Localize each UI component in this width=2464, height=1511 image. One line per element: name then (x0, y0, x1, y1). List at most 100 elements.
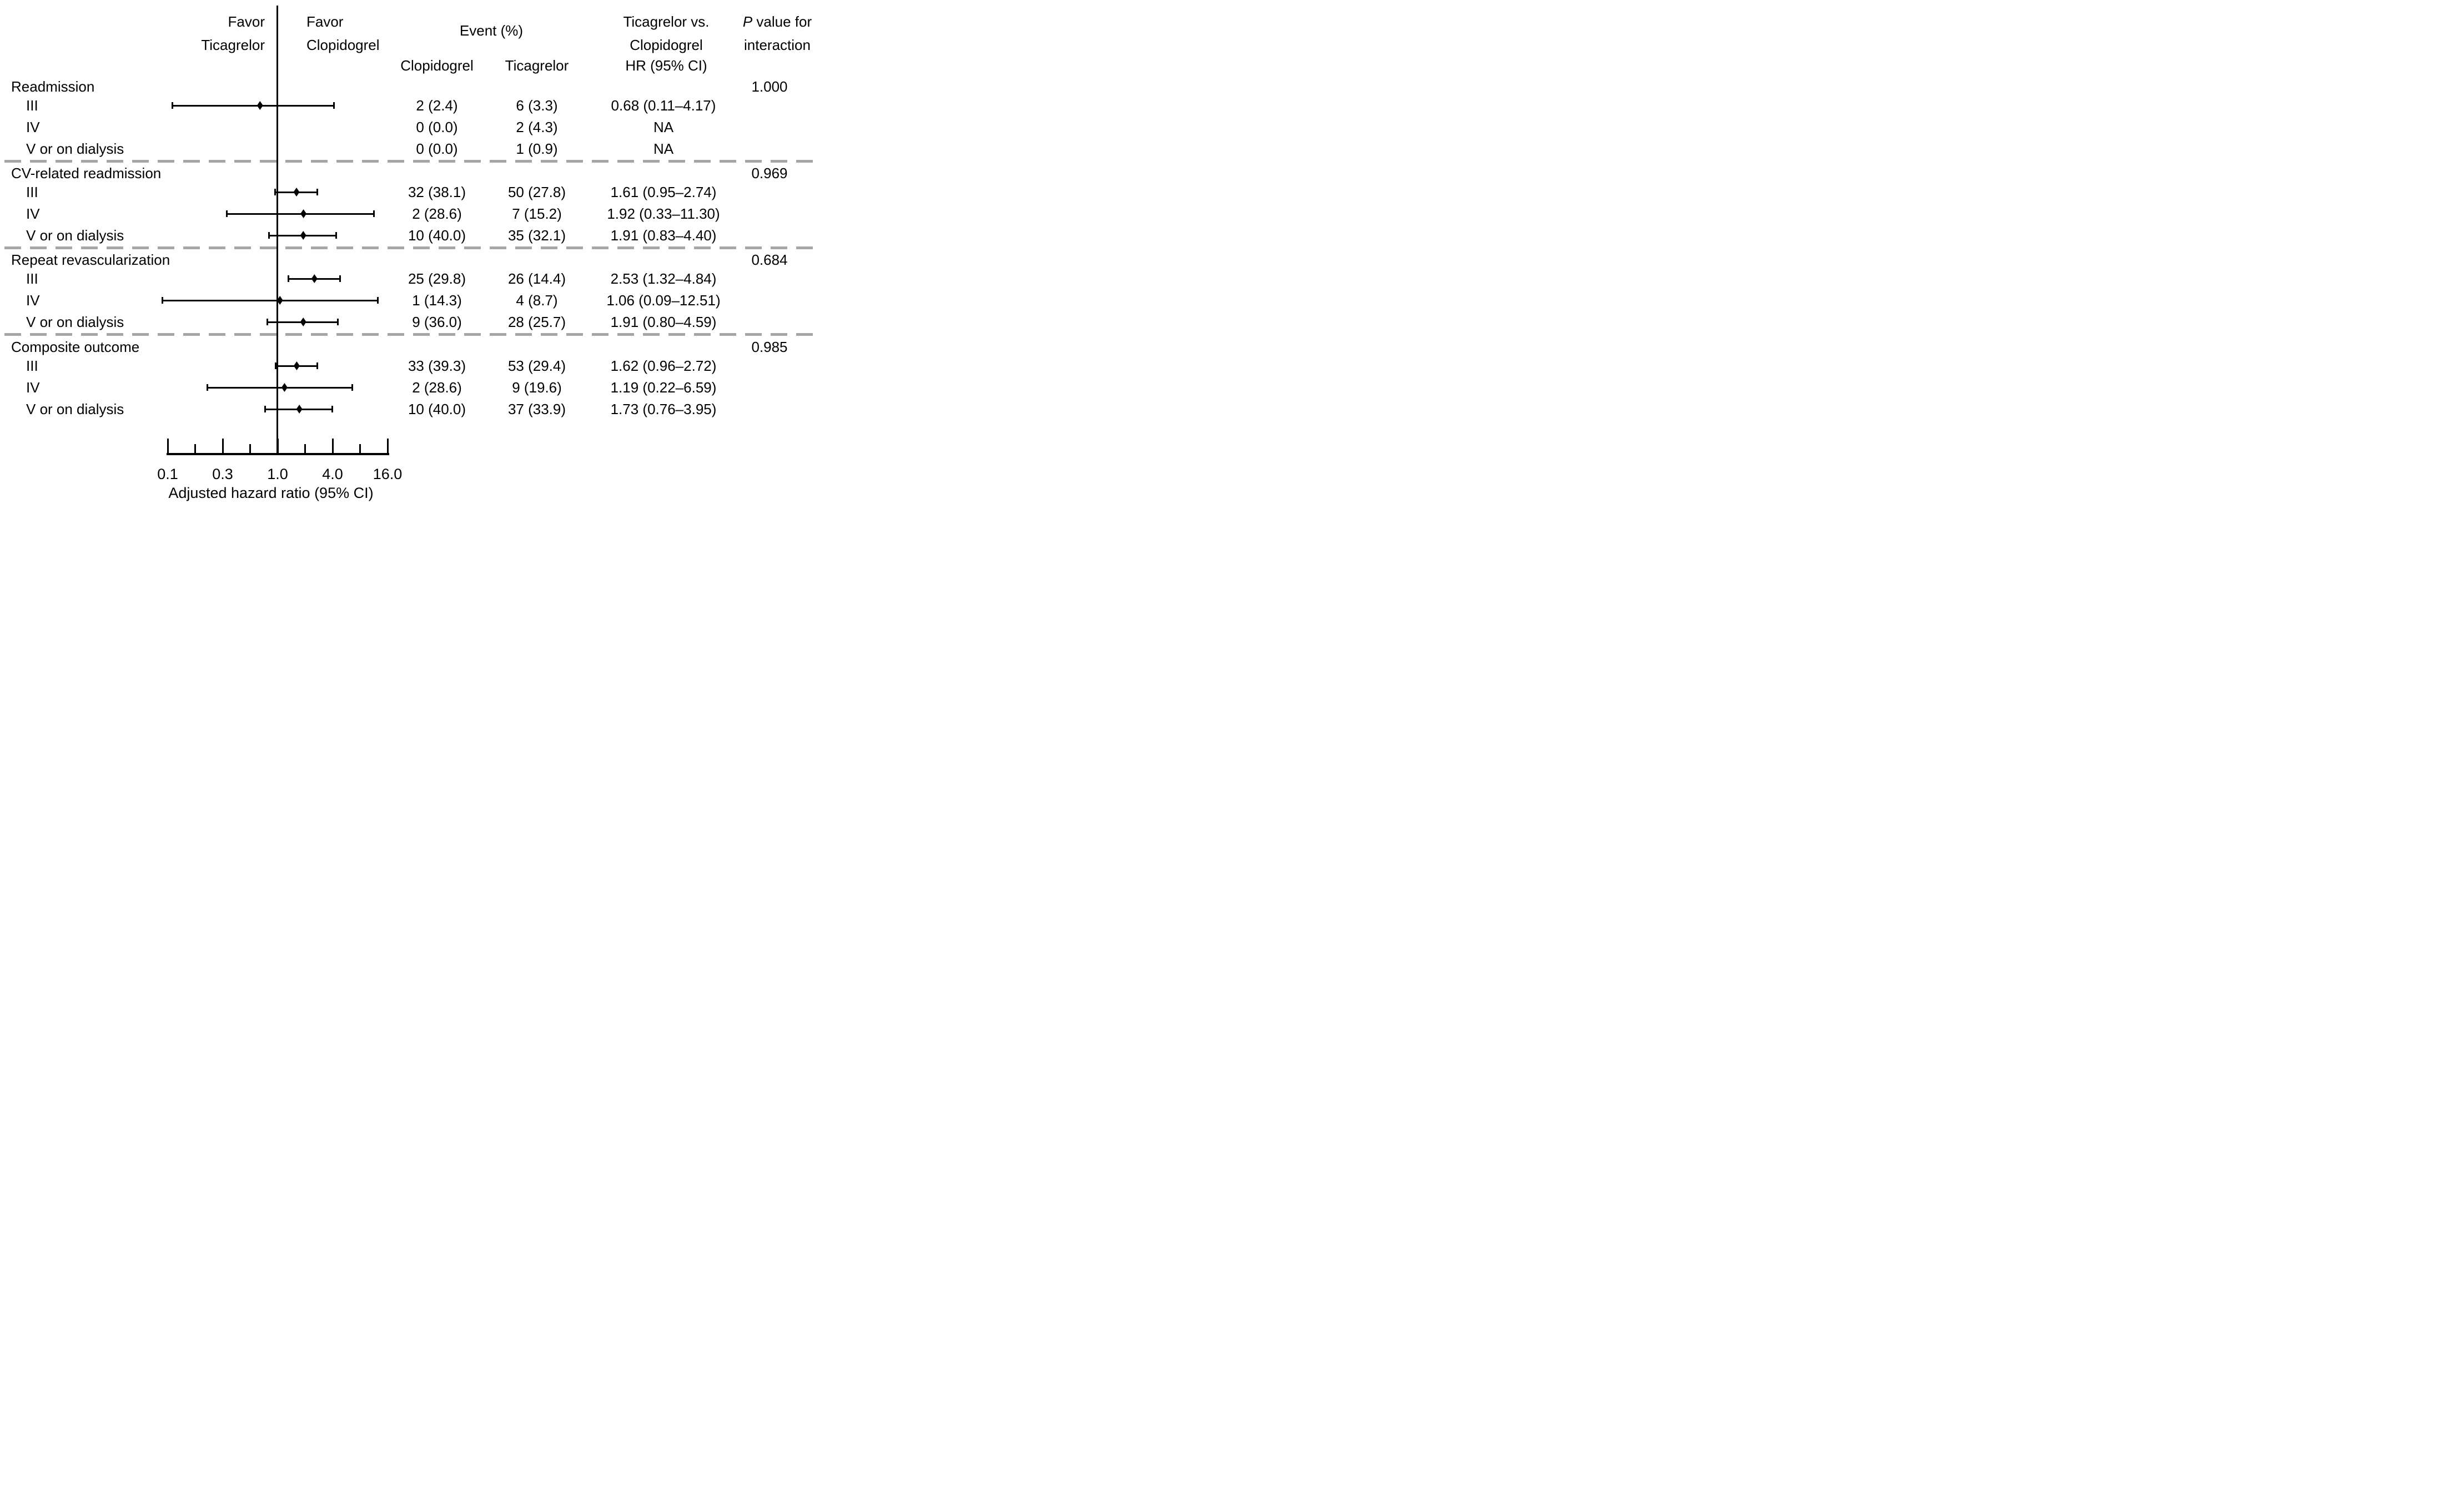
ci-cap-left (172, 102, 174, 109)
ci-cap-right (337, 319, 339, 325)
event-ticagrelor-value: 37 (33.9) (507, 401, 566, 417)
row-label: V or on dialysis (26, 140, 124, 157)
hr-ci-value: 1.06 (0.09–12.51) (606, 292, 721, 309)
p-interaction-header: P value for interaction (711, 10, 822, 57)
row-label: III (26, 184, 38, 200)
x-axis-tick-label: 0.3 (212, 466, 233, 482)
comparison-header: Ticagrelor vs. Clopidogrel (589, 10, 744, 57)
x-axis-minor-tick (359, 444, 361, 453)
event-ticagrelor-value: 4 (8.7) (516, 292, 558, 309)
event-col-clopidogrel-header: Clopidogrel (400, 57, 474, 74)
event-clopidogrel-value: 0 (0.0) (416, 119, 458, 135)
p-interaction-value: 1.000 (751, 78, 788, 95)
event-clopidogrel-value: 10 (40.0) (408, 227, 466, 244)
x-axis-major-tick (331, 439, 334, 453)
comparison-header-line1: Ticagrelor vs. (623, 13, 710, 30)
x-axis-line (167, 453, 389, 455)
event-clopidogrel-value: 10 (40.0) (408, 401, 466, 417)
x-axis-tick-label: 4.0 (322, 466, 343, 482)
ci-cap-right (351, 384, 354, 391)
group-label: Readmission (11, 78, 95, 95)
row-label: IV (26, 379, 40, 396)
separator-dashed-line (4, 246, 817, 249)
event-ticagrelor-value: 1 (0.9) (516, 140, 558, 157)
hr-diamond-marker (257, 101, 263, 110)
event-clopidogrel-value: 2 (28.6) (412, 379, 462, 396)
x-axis-major-tick (222, 439, 224, 453)
event-clopidogrel-value: 1 (14.3) (412, 292, 462, 309)
event-ticagrelor-value: 6 (3.3) (516, 97, 558, 114)
ci-cap-left (268, 232, 270, 239)
event-ticagrelor-value: 28 (25.7) (507, 314, 566, 330)
event-clopidogrel-value: 33 (39.3) (408, 357, 466, 374)
event-percent-header: Event (%) (459, 22, 524, 39)
hr-ci-subheader: HR (95% CI) (625, 57, 707, 74)
x-axis-major-tick (167, 439, 169, 453)
group-label: CV-related readmission (11, 165, 162, 182)
ci-cap-left (266, 319, 269, 325)
p-interaction-value: 0.985 (751, 339, 788, 355)
x-axis-tick-label: 0.1 (157, 466, 178, 482)
hr-ci-value: 1.91 (0.83–4.40) (610, 227, 717, 244)
favor-ticagrelor-line1: Favor (228, 13, 265, 30)
event-clopidogrel-value: 0 (0.0) (416, 140, 458, 157)
x-axis-tick-label: 1.0 (267, 466, 288, 482)
ci-cap-left (288, 275, 290, 282)
row-label: III (26, 97, 38, 114)
event-ticagrelor-value: 50 (27.8) (507, 184, 566, 200)
event-ticagrelor-value: 53 (29.4) (507, 357, 566, 374)
row-label: III (26, 270, 38, 287)
event-clopidogrel-value: 32 (38.1) (408, 184, 466, 200)
group-label: Composite outcome (11, 339, 140, 355)
ci-cap-left (264, 406, 266, 412)
ci-cap-right (316, 189, 319, 195)
comparison-header-line2: Clopidogrel (630, 37, 703, 53)
x-axis-minor-tick (194, 444, 196, 453)
hr-diamond-marker (300, 318, 306, 326)
row-label: V or on dialysis (26, 227, 124, 244)
ci-cap-right (376, 297, 379, 304)
favor-clopidogrel-line1: Favor (306, 13, 344, 30)
row-label: IV (26, 292, 40, 309)
ci-cap-left (274, 189, 276, 195)
event-clopidogrel-value: 9 (36.0) (412, 314, 462, 330)
x-axis-minor-tick (249, 444, 251, 453)
favor-ticagrelor-line2: Ticagrelor (201, 37, 265, 53)
hr-ci-value: 1.91 (0.80–4.59) (610, 314, 717, 330)
hr-diamond-marker (293, 361, 300, 370)
hr-ci-value: 1.62 (0.96–2.72) (610, 357, 717, 374)
event-ticagrelor-value: 7 (15.2) (512, 205, 562, 222)
separator-dashed-line (4, 159, 817, 163)
p-interaction-value: 0.969 (751, 165, 788, 182)
favor-ticagrelor-header: Favor Ticagrelor (126, 10, 265, 57)
event-clopidogrel-value: 2 (2.4) (416, 97, 458, 114)
row-label: IV (26, 119, 40, 135)
row-label: V or on dialysis (26, 314, 124, 330)
event-ticagrelor-value: 26 (14.4) (507, 270, 566, 287)
x-axis-major-tick (276, 439, 279, 453)
favor-clopidogrel-line2: Clopidogrel (306, 37, 380, 53)
ci-cap-right (373, 210, 375, 217)
group-label: Repeat revascularization (11, 251, 170, 268)
hr-diamond-marker (300, 209, 307, 218)
p-italic: P (742, 13, 753, 30)
forest-plot-figure: Favor Ticagrelor Favor Clopidogrel Event… (0, 0, 822, 504)
x-axis-major-tick (386, 439, 389, 453)
event-clopidogrel-value: 25 (29.8) (408, 270, 466, 287)
ci-line (162, 299, 378, 301)
p-interaction-header-line2: interaction (744, 37, 811, 53)
hr-ci-value: NA (653, 119, 674, 135)
x-axis-tick-label: 16.0 (373, 466, 403, 482)
hr-ci-value: 1.92 (0.33–11.30) (607, 205, 720, 222)
ci-cap-left (162, 297, 163, 304)
hr-ci-value: NA (653, 140, 674, 157)
ci-cap-right (331, 406, 333, 412)
x-axis-title: Adjusted hazard ratio (95% CI) (168, 485, 374, 501)
hr-ci-value: 0.68 (0.11–4.17) (611, 97, 716, 114)
p-interaction-value: 0.684 (751, 251, 788, 268)
hr-diamond-marker (293, 188, 300, 197)
ci-line (172, 104, 334, 107)
hr-ci-value: 2.53 (1.32–4.84) (610, 270, 717, 287)
ci-cap-right (333, 102, 335, 109)
ci-cap-right (339, 275, 341, 282)
